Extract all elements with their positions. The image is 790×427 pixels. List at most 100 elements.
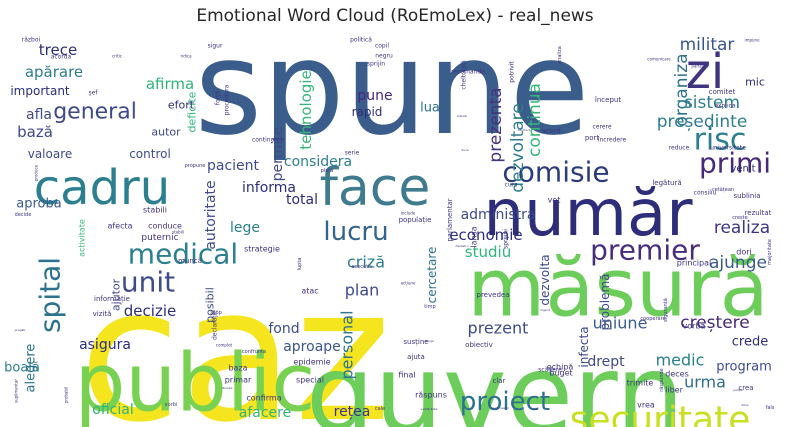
word-113: lansa [470,226,479,247]
word-73: autor [151,126,181,139]
word-26: continua [525,83,545,157]
word-62: drept [587,354,625,370]
word-119: susține [403,338,428,347]
word-103: buget [549,369,572,378]
word-136: cheltuială [461,60,468,90]
word-163: cooperare [640,316,665,322]
word-161: siguranță [663,298,669,322]
word-115: parlamentar [446,198,454,241]
word-151: propune [185,163,206,169]
word-149: serie [345,150,360,157]
word-2: spune [194,12,589,164]
word-12: premier [590,234,700,267]
word-134: analiza [557,46,563,64]
word-74: deficite [186,91,199,132]
word-3: guvern [306,333,684,427]
word-36: plan [345,281,380,300]
word-51: informa [242,180,296,196]
word-75: efort [168,99,195,112]
word-56: aproape [283,339,341,355]
word-24: dezvoltare [508,103,528,193]
word-33: urma [684,373,726,392]
word-95: special [296,376,324,385]
word-111: dori [736,248,751,257]
word-122: sublinia [733,192,760,200]
word-166: impune [744,38,760,43]
word-54: decizie [124,302,176,320]
word-63: program [716,360,772,375]
word-174: complet [216,343,233,348]
word-124: legătură [652,179,681,187]
word-39: economie [449,226,522,244]
word-126: explica [714,103,736,110]
word-104: trimite [627,379,654,388]
word-70: important [10,84,70,98]
word-71: valoare [28,147,73,161]
word-178: solidaritate [421,407,438,411]
word-109: vorbă [683,322,706,331]
word-177: probabil [64,387,69,403]
word-97: baza [228,364,247,373]
word-53: lege [230,220,260,236]
word-8: cadru [34,160,170,216]
word-48: permite [270,127,286,182]
word-40: administra [461,207,536,223]
word-171: stabili [172,230,184,235]
word-132: încredere [597,137,627,144]
word-121: rezultat [745,209,772,217]
word-135: potrivit [509,61,516,83]
word-5: public [75,337,316,427]
word-6: număr [484,177,694,251]
word-52: total [286,192,318,208]
word-192: duce [461,148,468,152]
word-125: comitet [709,88,736,96]
word-112: vot [548,196,561,205]
word-114: populație [399,216,432,225]
word-175: confrunta [242,349,266,355]
word-194: poliție [733,388,742,392]
word-186: atinge [424,339,434,343]
word-28: ajunge [709,253,767,273]
word-165: fals [766,405,775,411]
word-14: risc [694,123,747,158]
word-9: zi [686,44,725,100]
word-65: alegere [24,344,39,393]
word-137: recomanda [451,69,485,76]
word-183: vorbi [165,402,178,408]
word-191: adevăr [457,114,468,118]
word-31: uniune [593,314,648,333]
word-18: spital [34,257,67,333]
word-23: organiza [672,53,692,126]
chart-title: Emotional Word Cloud (RoEmoLex) - real_n… [196,6,594,26]
word-59: oficial [92,402,133,418]
word-168: partener [691,64,709,69]
word-167: comunicare [647,57,671,62]
word-90: muncă [178,257,202,265]
word-117: scădere [538,367,562,374]
word-116: prevedea [477,291,510,299]
word-154: curs [505,182,518,189]
word-190: scop [210,310,222,316]
word-170: ridica [180,54,192,59]
word-159: declarație [212,310,219,340]
word-17: lucru [323,217,388,247]
word-76: infecta [577,326,591,367]
word-140: politică [350,37,372,44]
word-123: consiliu [694,190,717,197]
word-162: majoritate [767,239,773,265]
word-45: afla [26,107,52,123]
word-158: lupta [297,258,303,271]
word-44: bază [17,123,53,141]
word-16: primi [699,147,771,180]
word-78: dezvolta [538,254,552,305]
word-129: acord [541,127,561,135]
word-46: tehnologie [297,70,315,150]
word-153: sprijini [503,229,510,249]
word-184: responsabil [491,406,508,410]
word-22: militar [680,35,735,55]
word-60: afacere [239,405,291,421]
word-32: medic [656,351,705,370]
word-156: crește [732,215,747,221]
word-101: clar [493,377,506,385]
